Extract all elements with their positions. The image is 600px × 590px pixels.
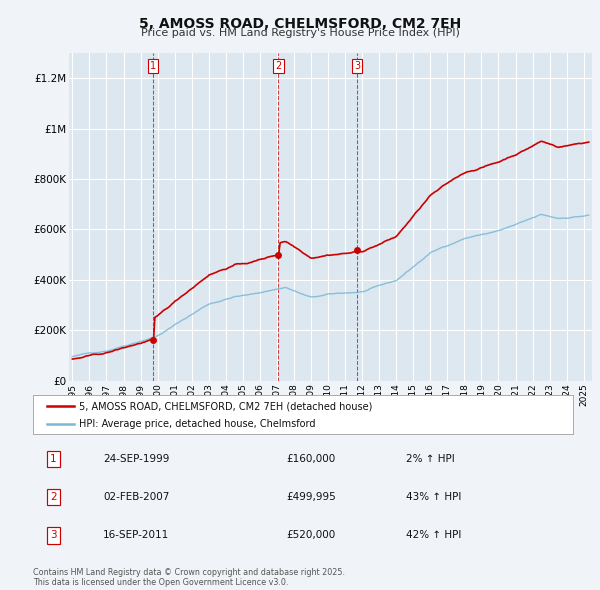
Text: 3: 3: [354, 61, 360, 71]
Text: 16-SEP-2011: 16-SEP-2011: [103, 530, 169, 540]
Text: Price paid vs. HM Land Registry's House Price Index (HPI): Price paid vs. HM Land Registry's House …: [140, 28, 460, 38]
Text: 2: 2: [50, 492, 57, 502]
Text: Contains HM Land Registry data © Crown copyright and database right 2025.
This d: Contains HM Land Registry data © Crown c…: [33, 568, 345, 587]
Text: 42% ↑ HPI: 42% ↑ HPI: [406, 530, 461, 540]
Text: 5, AMOSS ROAD, CHELMSFORD, CM2 7EH: 5, AMOSS ROAD, CHELMSFORD, CM2 7EH: [139, 17, 461, 31]
Text: 3: 3: [50, 530, 57, 540]
Text: £160,000: £160,000: [287, 454, 336, 464]
Text: 1: 1: [50, 454, 57, 464]
Text: 43% ↑ HPI: 43% ↑ HPI: [406, 492, 461, 502]
Text: 02-FEB-2007: 02-FEB-2007: [103, 492, 170, 502]
Text: 5, AMOSS ROAD, CHELMSFORD, CM2 7EH (detached house): 5, AMOSS ROAD, CHELMSFORD, CM2 7EH (deta…: [79, 401, 372, 411]
Text: 2: 2: [275, 61, 281, 71]
Text: 2% ↑ HPI: 2% ↑ HPI: [406, 454, 454, 464]
Text: 1: 1: [150, 61, 156, 71]
Text: 24-SEP-1999: 24-SEP-1999: [103, 454, 170, 464]
Text: £520,000: £520,000: [287, 530, 336, 540]
Text: £499,995: £499,995: [287, 492, 337, 502]
Text: HPI: Average price, detached house, Chelmsford: HPI: Average price, detached house, Chel…: [79, 419, 316, 429]
